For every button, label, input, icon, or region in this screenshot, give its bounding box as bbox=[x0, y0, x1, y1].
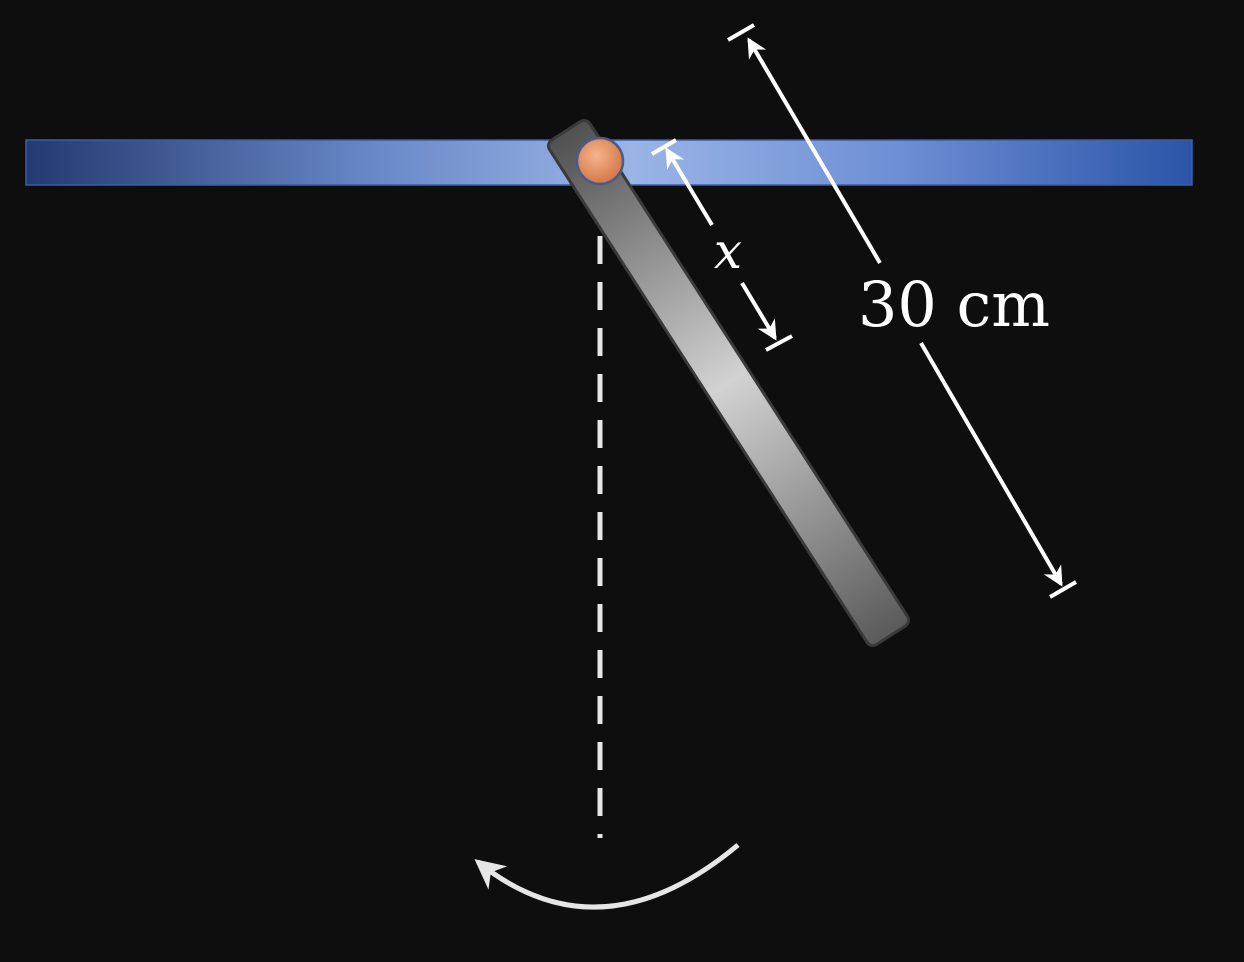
x-arrow-down bbox=[740, 281, 777, 341]
x-dimension-end-cap-bottom bbox=[765, 334, 793, 352]
x-arrow-up bbox=[665, 147, 714, 227]
x-dimension: x bbox=[650, 138, 793, 352]
length-dimension-end-cap-bottom bbox=[1049, 580, 1077, 599]
length-arrow-down bbox=[919, 341, 1063, 587]
rod-length-dimension: 30 cm bbox=[727, 23, 1077, 599]
length-dimension-end-cap-top bbox=[727, 23, 755, 42]
pivot-point bbox=[575, 136, 625, 186]
curved-arrow-icon bbox=[474, 843, 740, 910]
length-arrow-up bbox=[747, 37, 882, 265]
x-label: x bbox=[714, 222, 742, 280]
pendulum-rod bbox=[546, 119, 911, 647]
x-dimension-end-cap-top bbox=[650, 138, 678, 156]
rod-length-label: 30 cm bbox=[858, 268, 1050, 341]
